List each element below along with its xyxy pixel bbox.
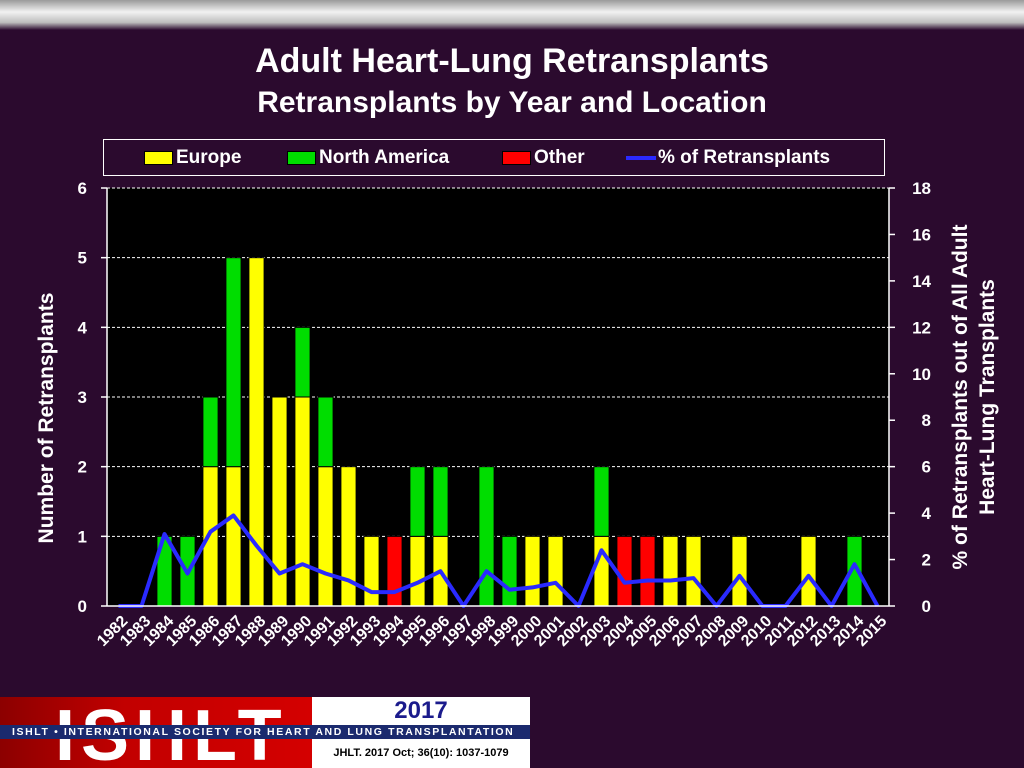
legend-item-europe: Europe	[144, 147, 242, 168]
y2-tick-label: 18	[912, 179, 931, 198]
y2-tick-label: 8	[922, 411, 931, 430]
percent-line-layer	[118, 513, 880, 608]
y2-tick-label: 16	[912, 225, 931, 244]
bar-europe-2006	[662, 535, 679, 607]
y-tick-label: 2	[78, 458, 87, 477]
bar-north-america-1996	[432, 466, 449, 537]
bar-europe-1995	[409, 535, 426, 607]
legend-label-percent: % of Retransplants	[658, 147, 831, 168]
y2-tick-label: 0	[922, 597, 931, 616]
x-tick-labels: 1982198319841985198619871988198919901991…	[94, 613, 890, 650]
bar-north-america-2003	[593, 466, 610, 537]
y-axis-label: Number of Retransplants	[35, 293, 58, 544]
bar-north-america-1987	[225, 257, 242, 468]
footer: ISHLT ISHLT • INTERNATIONAL SOCIETY FOR …	[0, 697, 530, 768]
bar-north-america-1991	[317, 396, 334, 468]
y-tick-labels: 0 1 2 3 4 5 6	[78, 179, 88, 616]
logo-strip: ISHLT • INTERNATIONAL SOCIETY FOR HEART …	[0, 725, 530, 739]
footer-year: 2017	[394, 697, 448, 724]
bar-europe-2000	[524, 535, 541, 607]
bar-europe-2007	[685, 535, 702, 607]
bar-europe-1993	[363, 535, 380, 607]
bar-north-america-1986	[202, 396, 219, 468]
footer-citation: JHLT. 2017 Oct; 36(10): 1037-1079	[333, 747, 509, 759]
bar-europe-1990	[294, 396, 311, 607]
y2-tick-labels: 0 2 4 6 8 10 12 14 16 18	[912, 179, 931, 616]
bar-other-2004	[616, 535, 633, 607]
bar-europe-2012	[800, 535, 817, 607]
top-gradient-band	[0, 0, 1024, 30]
bar-north-america-1998	[478, 466, 495, 607]
legend-swatch-other	[502, 151, 531, 165]
bar-other-1994	[386, 535, 403, 607]
y2-tick-label: 10	[912, 365, 931, 384]
legend-label-other: Other	[534, 147, 585, 168]
y-tick-label: 3	[78, 388, 87, 407]
legend-item-percent: % of Retransplants	[626, 147, 831, 168]
legend-item-other: Other	[502, 147, 585, 168]
y-tick-label: 5	[78, 249, 87, 268]
bar-north-america-1995	[409, 466, 426, 537]
bar-north-america-1990	[294, 326, 311, 398]
bar-europe-1991	[317, 466, 334, 607]
bar-europe-1986	[202, 466, 219, 607]
y2-tick-label: 6	[922, 458, 931, 477]
chart-title: Adult Heart-Lung Retransplants	[255, 42, 769, 80]
legend-line-percent	[626, 156, 656, 160]
y2-tick-label: 2	[922, 551, 931, 570]
y2-tick-label: 4	[922, 504, 932, 523]
bar-other-2005	[639, 535, 656, 607]
bar-europe-2009	[731, 535, 748, 607]
y2-axis-label-line1: % of Retransplants out of All Adult	[949, 225, 972, 570]
chart-subtitle: Retransplants by Year and Location	[257, 86, 767, 119]
legend-item-north-america: North America	[287, 147, 450, 168]
bar-europe-2001	[547, 535, 564, 607]
legend-swatch-north-america	[287, 151, 316, 165]
bar-europe-2003	[593, 535, 610, 607]
y-tick-label: 0	[78, 597, 87, 616]
y2-tick-label: 14	[912, 272, 931, 291]
y-tick-label: 4	[78, 318, 88, 337]
bar-europe-1987	[225, 466, 242, 607]
y2-tick-label: 12	[912, 318, 931, 337]
logo-strip-text: ISHLT • INTERNATIONAL SOCIETY FOR HEART …	[12, 726, 515, 738]
percent-line	[118, 513, 880, 608]
y-tick-label: 6	[78, 179, 87, 198]
y-tick-label: 1	[78, 527, 87, 546]
y2-axis-label-line2: Heart-Lung Transplants	[976, 279, 999, 515]
ishlt-logo: ISHLT ISHLT • INTERNATIONAL SOCIETY FOR …	[0, 697, 530, 768]
legend-label-europe: Europe	[176, 147, 242, 168]
bar-north-america-1999	[501, 535, 518, 607]
chart-legend: Europe North America Other % of Retransp…	[103, 139, 885, 176]
legend-swatch-europe	[144, 151, 173, 165]
axes	[101, 187, 895, 607]
legend-label-north-america: North America	[319, 147, 450, 168]
